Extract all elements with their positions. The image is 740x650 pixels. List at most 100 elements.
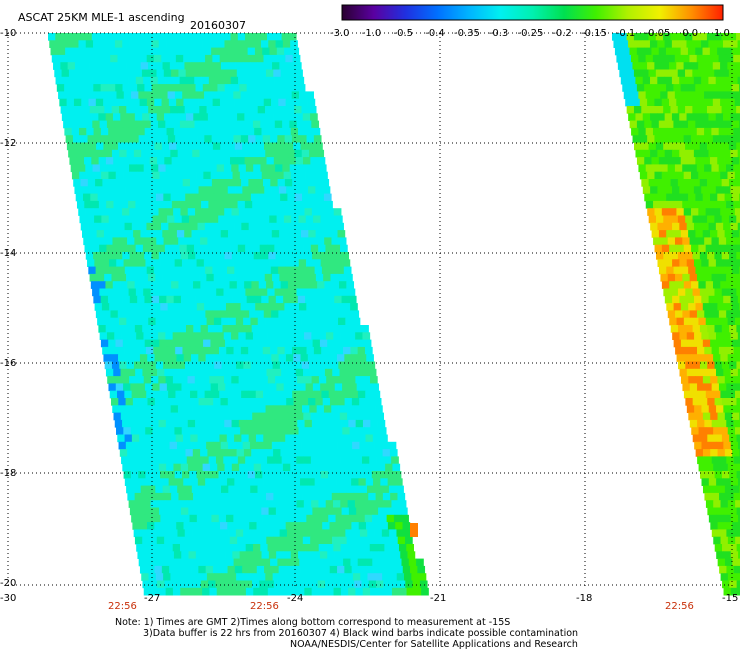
swath-cell [230, 500, 239, 508]
swath-cell [171, 325, 180, 333]
swath-cell [281, 456, 290, 465]
swath-cell [350, 514, 358, 523]
swath-cell [655, 215, 664, 224]
swath-cell [153, 434, 162, 443]
swath-cell [250, 485, 258, 494]
swath-cell [260, 544, 268, 552]
swath-cell [736, 252, 740, 260]
swath-cell [137, 339, 146, 348]
swath-cell [722, 544, 730, 552]
swath-cell [657, 40, 665, 48]
swath-cell [715, 113, 724, 121]
swath-cell [216, 76, 224, 85]
swath-cell [265, 237, 274, 246]
swath-cell [635, 149, 644, 158]
swath-cell [300, 186, 309, 194]
swath-cell [281, 580, 289, 589]
swath-cell [139, 434, 147, 443]
swath-cell [664, 295, 673, 304]
swath-cell [276, 383, 285, 392]
swath-cell [124, 390, 133, 399]
swath-cell [223, 332, 232, 340]
swath-cell [236, 193, 245, 202]
swath-cell [143, 164, 152, 173]
swath-cell [187, 332, 195, 340]
swath-cell [126, 485, 134, 494]
swath-cell [183, 266, 191, 275]
swath-cell [179, 412, 187, 421]
swath-cell [731, 266, 740, 275]
swath-cell [206, 230, 214, 238]
swath-cell [303, 288, 312, 297]
swath-cell [254, 339, 262, 348]
swath-cell [207, 281, 216, 289]
swath-cell [313, 303, 322, 311]
swath-cell [237, 456, 246, 465]
swath-cell [191, 186, 199, 194]
swath-cell [691, 244, 699, 253]
swath-cell [249, 441, 258, 450]
swath-cell [242, 142, 250, 151]
swath-cell [689, 91, 698, 100]
swath-cell [141, 193, 150, 202]
swath-cell [695, 84, 703, 92]
swath-cell [73, 98, 82, 107]
swath-cell [341, 339, 350, 348]
swath-cell [83, 69, 92, 78]
swath-cell [53, 62, 61, 70]
swath-cell [91, 33, 100, 41]
swath-cell [164, 368, 173, 377]
swath-cell [647, 135, 655, 143]
swath-cell [229, 113, 238, 121]
swath-cell [710, 522, 719, 530]
swath-cell [218, 303, 227, 311]
swath-cell [337, 230, 346, 238]
swath-cell [267, 500, 276, 508]
swath-cell [291, 91, 300, 100]
swath-cell [724, 522, 733, 530]
swath-cell [233, 390, 242, 399]
swath-cell [263, 222, 271, 231]
swath-cell [241, 390, 249, 399]
swath-cell [128, 120, 137, 129]
swath-cell [363, 383, 372, 392]
swath-cell [613, 40, 622, 48]
swath-cell [141, 405, 150, 413]
swath-cell [735, 390, 740, 399]
swath-cell [197, 222, 206, 231]
swath-cell [123, 215, 131, 224]
swath-cell [228, 230, 236, 238]
swath-cell [256, 354, 265, 362]
swath-cell [380, 478, 389, 486]
swath-cell [327, 551, 335, 559]
swath-cell [291, 427, 299, 435]
swath-cell [730, 222, 739, 231]
swath-cell [725, 54, 734, 63]
swath-cell [155, 273, 163, 282]
swath-cell [377, 587, 386, 596]
swath-cell [217, 463, 225, 472]
swath-cell [695, 47, 703, 56]
swath-cell [363, 339, 372, 348]
swath-cell [316, 573, 325, 581]
swath-cell [150, 412, 158, 421]
swath-cell [663, 33, 671, 41]
swath-cell [270, 478, 279, 486]
swath-cell [683, 208, 692, 216]
swath-cell [258, 492, 267, 501]
swath-cell [736, 361, 740, 370]
swath-cell [664, 186, 673, 194]
swath-cell [704, 237, 712, 246]
swath-cell [213, 230, 222, 238]
swath-cell [269, 303, 278, 311]
swath-cell [106, 332, 115, 340]
swath-cell [730, 441, 739, 450]
swath-cell [132, 266, 140, 275]
swath-cell [688, 193, 696, 202]
swath-cell [150, 544, 159, 552]
swath-cell [688, 339, 696, 348]
swath-cell [361, 580, 370, 589]
swath-cell [185, 405, 193, 413]
swath-cell [151, 587, 159, 596]
swath-cell [396, 529, 405, 538]
